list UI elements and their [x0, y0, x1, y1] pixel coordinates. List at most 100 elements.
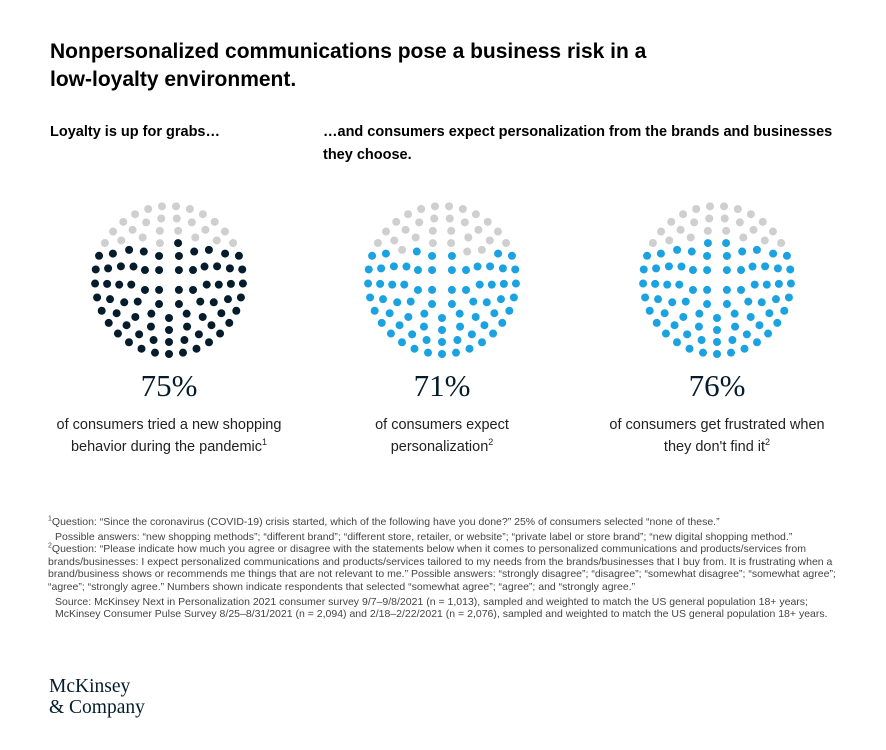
dot-unfilled — [739, 233, 748, 242]
dot-filled — [381, 249, 390, 258]
dot-chart-tried-new-behavior — [91, 202, 247, 358]
dot-filled — [397, 338, 406, 347]
subhead-loyalty: Loyalty is up for grabs… — [50, 124, 220, 140]
dot-unfilled — [648, 239, 657, 247]
dot-unfilled — [485, 236, 494, 245]
dot-unfilled — [172, 214, 181, 223]
dot-filled — [404, 312, 413, 321]
dot-filled — [225, 264, 234, 273]
dot-filled — [183, 322, 192, 331]
dot-filled — [453, 336, 462, 345]
dot-unfilled — [445, 202, 454, 211]
dot-filled — [496, 295, 505, 304]
dot-filled — [122, 321, 131, 330]
dot-unfilled — [229, 239, 238, 247]
logo-line-2: & Company — [49, 697, 145, 718]
dot-filled — [438, 314, 446, 322]
dot-filled — [106, 295, 115, 304]
dot-filled — [511, 265, 520, 274]
dot-filled — [379, 295, 388, 304]
dot-filled — [124, 338, 133, 347]
dot-filled — [180, 336, 189, 345]
dot-unfilled — [483, 217, 492, 226]
stat-description-expect-personalization: of consumers expect personalization2 — [322, 414, 562, 458]
dot-filled — [174, 266, 183, 275]
dot-filled — [155, 266, 164, 275]
dot-filled — [697, 336, 706, 345]
dot-filled — [155, 251, 164, 260]
dot-filled — [761, 262, 770, 271]
dot-filled — [91, 279, 100, 288]
footnote-marker: 1 — [48, 515, 52, 523]
dot-filled — [487, 280, 496, 289]
dot-filled — [147, 309, 156, 318]
dot-filled — [194, 330, 203, 339]
dot-filled — [113, 329, 122, 338]
dot-unfilled — [430, 202, 439, 211]
dot-filled — [400, 280, 409, 289]
dot-filled — [728, 336, 737, 345]
dot-filled — [209, 298, 218, 307]
dot-unfilled — [417, 205, 426, 213]
dot-filled — [660, 309, 669, 318]
dot-filled — [97, 306, 106, 315]
dot-filled — [447, 285, 456, 294]
dot-unfilled — [382, 227, 391, 236]
dot-filled — [420, 309, 429, 318]
dot-filled — [677, 262, 686, 271]
dot-unfilled — [128, 225, 137, 234]
dot-unfilled — [705, 214, 714, 223]
dot-filled — [174, 300, 183, 309]
dot-filled — [226, 279, 235, 288]
subhead-personalization: …and consumers expect personalization fr… — [323, 124, 833, 163]
dot-filled — [135, 330, 144, 339]
dot-filled — [179, 348, 187, 357]
dot-filled — [744, 297, 753, 306]
dot-filled — [368, 251, 377, 260]
dot-filled — [757, 298, 766, 307]
dot-filled — [192, 344, 201, 353]
dot-unfilled — [220, 227, 229, 236]
dot-filled — [473, 262, 482, 271]
dot-filled — [225, 318, 234, 327]
dot-filled — [738, 247, 747, 256]
footnote-marker: 1 — [262, 437, 268, 448]
dot-unfilled — [187, 218, 196, 227]
description-text: of consumers tried a new shopping behavi… — [56, 417, 282, 455]
dot-filled — [393, 298, 402, 307]
dot-filled — [780, 306, 789, 315]
dot-filled — [755, 321, 764, 330]
dot-filled — [672, 338, 681, 347]
dot-unfilled — [477, 245, 486, 254]
dot-unfilled — [665, 236, 674, 245]
dot-filled — [190, 247, 199, 256]
dot-unfilled — [157, 214, 166, 223]
dot-filled — [428, 266, 437, 275]
dot-filled — [140, 285, 149, 294]
dot-filled — [688, 285, 697, 294]
dot-filled — [165, 338, 173, 346]
dot-filled — [679, 312, 688, 321]
dot-filled — [784, 293, 793, 302]
dot-filled — [643, 251, 652, 260]
dot-filled — [174, 239, 183, 248]
dot-filled — [200, 262, 209, 271]
dot-filled — [773, 264, 782, 273]
dot-filled — [413, 285, 422, 294]
dot-filled — [133, 297, 142, 306]
dot-filled — [511, 279, 520, 288]
dot-unfilled — [733, 205, 742, 213]
stat-description-get-frustrated: of consumers get frustrated when they do… — [597, 414, 837, 458]
footnote-1-answers: Possible answers: “new shopping methods”… — [55, 530, 793, 543]
dot-unfilled — [157, 202, 166, 211]
dot-filled — [402, 262, 411, 271]
dot-filled — [217, 309, 226, 318]
dot-filled — [681, 297, 690, 306]
dot-unfilled — [474, 225, 483, 234]
source-note: Source: McKinsey Next in Personalization… — [55, 595, 828, 621]
footnote-2-question: Question: “Please indicate how much you … — [48, 543, 836, 593]
dot-filled — [125, 245, 134, 254]
dot-filled — [151, 348, 159, 357]
dot-filled — [764, 329, 773, 338]
dot-filled — [182, 309, 191, 318]
